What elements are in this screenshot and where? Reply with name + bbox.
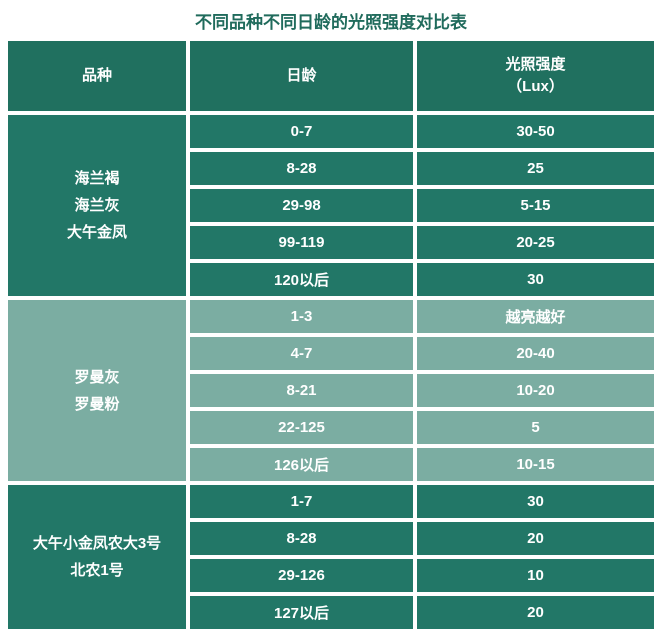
lux-cell: 5 <box>417 411 654 444</box>
table-row: 29-126 10 <box>8 559 654 592</box>
age-cell: 99-119 <box>190 226 413 259</box>
lux-cell: 5-15 <box>417 189 654 222</box>
breed-line: 大午金凤 <box>66 224 127 241</box>
lux-cell: 10-20 <box>417 374 654 407</box>
breed-line: 大午小金凤农大3号 <box>32 535 162 552</box>
breed-cell: 大午小金凤农大3号 北农1号 <box>8 485 186 629</box>
age-cell: 1-3 <box>190 300 413 333</box>
lux-cell: 10 <box>417 559 654 592</box>
age-cell: 8-28 <box>190 522 413 555</box>
table-row: 127以后 20 <box>8 596 654 629</box>
table-row: 海兰褐 海兰灰 大午金凤 0-7 30-50 <box>8 115 654 296</box>
breed-line: 罗曼灰 <box>74 368 120 386</box>
table-row: 22-125 5 <box>8 411 654 444</box>
breed-line: 海兰灰 <box>74 197 120 214</box>
table-header: 品种 日龄 光照强度 （Lux） <box>8 41 654 111</box>
lux-cell: 25 <box>417 152 654 185</box>
light-intensity-table: 品种 日龄 光照强度 （Lux） 海兰褐 海兰灰 大午金凤 0-7 30-50 8-28 2… <box>4 37 658 633</box>
age-cell: 22-125 <box>190 411 413 444</box>
age-cell: 126以后 <box>190 448 413 481</box>
age-cell: 127以后 <box>190 596 413 629</box>
header-lux: 光照强度 （Lux） <box>417 41 654 111</box>
lux-cell: 30 <box>417 263 654 296</box>
breed-cell: 罗曼灰 罗曼粉 <box>8 300 186 481</box>
breed-cell: 海兰褐海兰灰大午金凤 <box>8 115 186 296</box>
lux-cell: 20 <box>417 596 654 629</box>
lux-cell: 30-50 <box>417 115 654 148</box>
age-cell: 4-7 <box>190 337 413 370</box>
table-row: 120以后 30 <box>8 263 654 296</box>
table-row: 8-28 25 <box>8 152 654 185</box>
table-row: 8-21 10-20 <box>8 374 654 407</box>
table-row: 29-98 5-15 <box>8 189 654 222</box>
header-row: 品种 日龄 光照强度 （Lux） <box>8 41 654 111</box>
table-row: 99-119 20-25 <box>8 226 654 259</box>
lux-cell: 20-40 <box>417 337 654 370</box>
header-lux-line1: 光照强度 <box>505 56 566 73</box>
age-cell: 0-7 <box>190 115 413 148</box>
lux-cell: 越亮越好 <box>417 300 654 333</box>
lux-cell: 30 <box>417 485 654 518</box>
header-lux-line2: （Lux） <box>507 78 564 95</box>
table-row: 大午小金凤农大3号 北农1号 1-7 30 <box>8 485 654 629</box>
age-cell: 29-98 <box>190 189 413 222</box>
header-age: 日龄 <box>190 41 413 111</box>
breed-line: 罗曼粉 <box>74 395 120 413</box>
lux-cell: 20 <box>417 522 654 555</box>
table-body: 海兰褐 海兰灰 大午金凤 0-7 30-50 8-28 25 29-98 5-15 99-119 2… <box>8 115 654 629</box>
lux-cell: 20-25 <box>417 226 654 259</box>
lux-cell: 10-15 <box>417 448 654 481</box>
age-cell: 29-126 <box>190 559 413 592</box>
header-breed: 品种 <box>8 41 186 111</box>
age-cell: 8-21 <box>190 374 413 407</box>
age-cell: 1-7 <box>190 485 413 518</box>
table-row: 罗曼灰 罗曼粉 1-3 越亮越好 <box>8 300 654 481</box>
table-row: 8-28 20 <box>8 522 654 555</box>
table-row: 4-7 20-40 <box>8 337 654 370</box>
table-row: 126以后 10-15 <box>8 448 654 481</box>
age-cell: 8-28 <box>190 152 413 185</box>
breed-line: 海兰褐 <box>74 170 120 187</box>
age-cell: 120以后 <box>190 263 413 296</box>
page-title: 不同品种不同日龄的光照强度对比表 <box>195 13 467 32</box>
breed-line: 北农1号 <box>70 562 124 579</box>
